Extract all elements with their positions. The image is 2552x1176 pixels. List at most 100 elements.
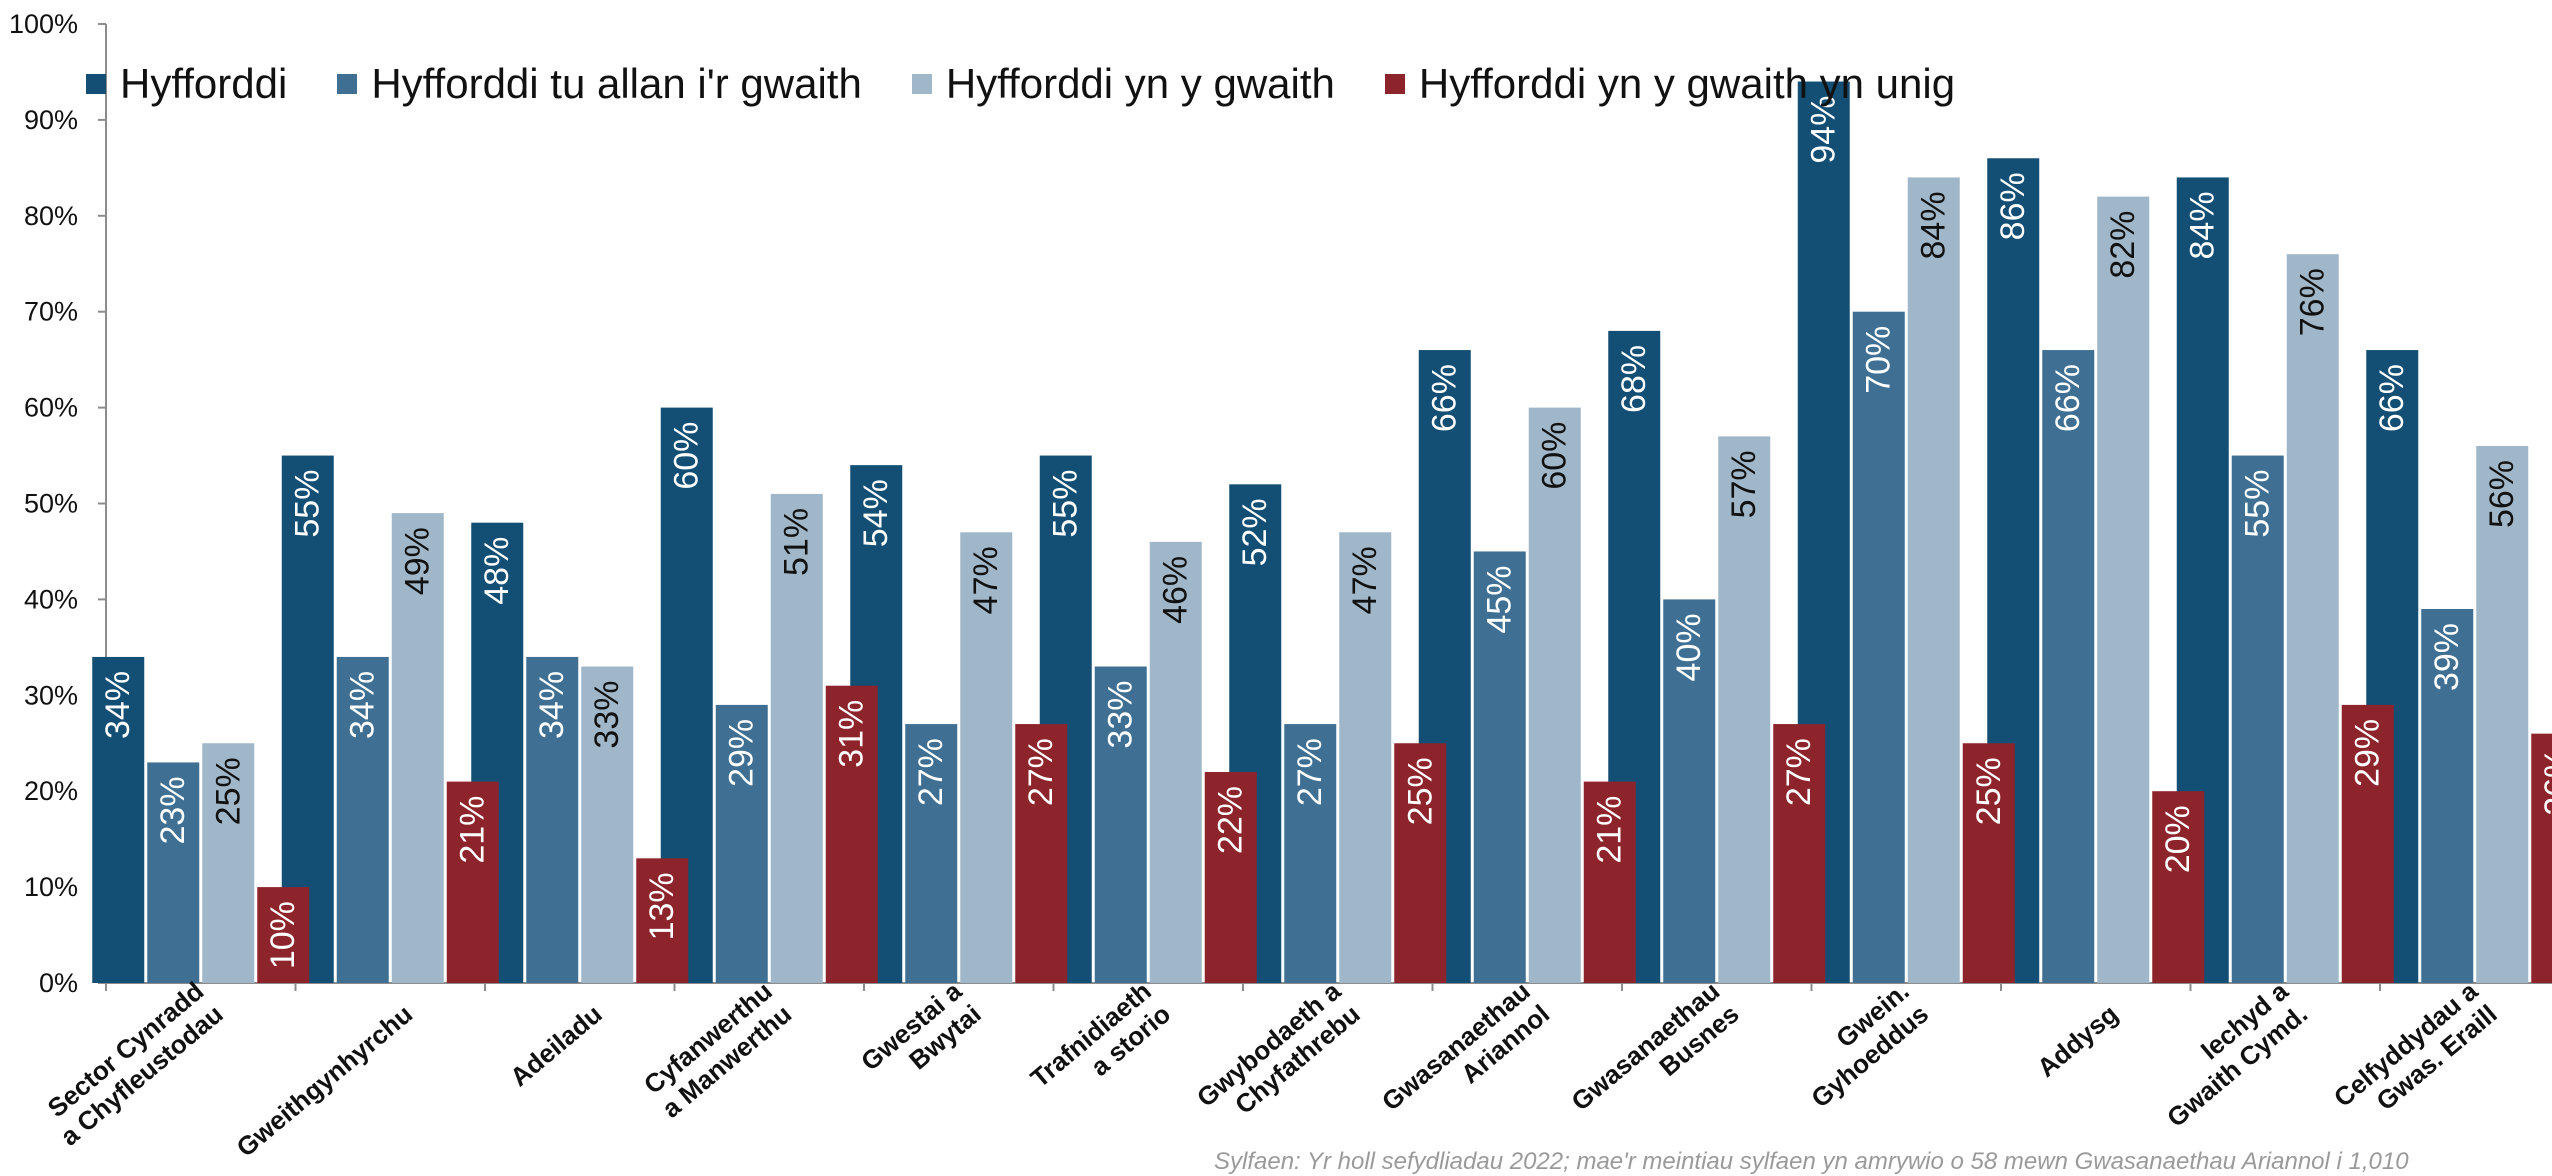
bar	[526, 656, 579, 983]
bar-value-label: 25%	[1970, 757, 2008, 825]
bar	[1962, 743, 2015, 983]
bar	[2286, 254, 2339, 983]
bar-value-label: 51%	[778, 508, 816, 576]
bar-value-label: 94%	[1805, 96, 1843, 164]
y-tick-label: 40%	[24, 584, 78, 614]
legend-item: Hyfforddi yn y gwaith yn unig	[1384, 60, 1956, 108]
bar-value-label: 22%	[1212, 786, 1250, 854]
bar	[1583, 781, 1636, 983]
bar-value-label: 49%	[399, 527, 437, 595]
bar-value-label: 40%	[1670, 613, 1708, 681]
category-label: Addysg	[2031, 999, 2123, 1083]
bar-value-label: 33%	[588, 681, 626, 749]
category-label: Iechyd aGwaith Cymd.	[2142, 975, 2314, 1133]
category-label-line: Addysg	[2031, 999, 2123, 1083]
legend-label: Hyfforddi	[120, 60, 288, 107]
bar-value-label: 10%	[264, 901, 302, 969]
bar-value-label: 47%	[1346, 546, 1384, 614]
bar-value-label: 34%	[533, 671, 571, 739]
bar	[715, 704, 768, 983]
source-note: Sylfaen: Yr holl sefydliadau 2022; mae'r…	[1214, 1148, 2409, 1175]
bar-value-label: 56%	[2483, 460, 2521, 528]
bar-value-label: 46%	[1157, 556, 1195, 624]
bar	[1394, 743, 1447, 983]
legend: Hyfforddi Hyfforddi tu allan i'r gwaith Hy…	[86, 60, 2005, 108]
bar	[1773, 724, 1826, 983]
y-tick-label: 80%	[24, 201, 78, 231]
bar	[2042, 350, 2095, 983]
bar	[336, 656, 389, 983]
y-tick-label: 70%	[24, 297, 78, 327]
bar	[2231, 455, 2284, 983]
category-label-line: Adeiladu	[504, 999, 607, 1093]
y-tick-label: 100%	[9, 9, 78, 39]
y-tick-label: 60%	[24, 393, 78, 423]
y-tick-label: 20%	[24, 776, 78, 806]
bar	[2476, 445, 2529, 984]
bar	[1852, 311, 1905, 983]
legend-label: Hyfforddi yn y gwaith yn unig	[1418, 60, 1956, 107]
legend-label: Hyfforddi tu allan i'r gwaith	[371, 60, 862, 107]
legend-swatch	[86, 74, 106, 94]
legend-item: Hyfforddi tu allan i'r gwaith	[337, 60, 862, 108]
bar	[2341, 704, 2394, 983]
bar	[636, 858, 689, 983]
bar-value-label: 55%	[1047, 470, 1085, 538]
category-label: Sector Cynradda Chyfleustodau	[35, 976, 228, 1152]
category-label: Celfyddydau aGwas. Eraill	[2328, 975, 2503, 1136]
category-label: Cyfanwerthua Manwerthu	[637, 976, 797, 1124]
bar-value-label: 34%	[344, 671, 382, 739]
category-labels: Sector Cynradda Chyfleustodau Gweithgynhy…	[35, 975, 2503, 1163]
category-label: Trafnidiaetha storio	[1025, 976, 1176, 1117]
category-label: Gwein.Gyhoeddus	[1786, 976, 1934, 1114]
legend-swatch	[911, 74, 932, 94]
category-label: Gweithgynhyrchu	[231, 999, 418, 1163]
y-tick-label: 30%	[24, 680, 78, 710]
bar	[1015, 724, 1068, 983]
y-axis: 0% 10% 20% 30% 40% 50% 60% 70% 80% 90% 100%	[9, 9, 107, 998]
category-label: GwasanaethauBusnes	[1565, 976, 1744, 1140]
y-tick-label: 10%	[24, 872, 78, 902]
bar-value-label: 60%	[668, 422, 706, 490]
y-tick-label: 0%	[39, 968, 78, 998]
legend-swatch	[1384, 74, 1405, 94]
bar-value-label: 25%	[1401, 757, 1439, 825]
category-label: Adeiladu	[504, 999, 607, 1093]
bar	[1663, 599, 1716, 983]
bar-value-label: 27%	[1291, 738, 1329, 806]
category-label: Gwestai aBwytai	[855, 975, 987, 1099]
bar-value-label: 21%	[1591, 796, 1629, 864]
bar-value-label: 29%	[723, 719, 761, 787]
category-label: Gwybodaeth aChyfathrebu	[1191, 975, 1366, 1136]
bar	[391, 513, 444, 983]
legend-item: Hyfforddi yn y gwaith	[911, 60, 1335, 108]
bar-value-label: 57%	[1725, 450, 1763, 518]
bar-value-label: 55%	[2239, 470, 2277, 538]
bar	[1149, 541, 1202, 983]
bar-value-label: 66%	[2049, 364, 2087, 432]
bar-value-label: 31%	[833, 700, 871, 768]
bar	[2421, 608, 2474, 983]
bar-value-label: 27%	[912, 738, 950, 806]
bar	[1528, 407, 1581, 984]
bar	[1284, 724, 1337, 983]
bar-value-label: 29%	[2349, 719, 2387, 787]
bar	[581, 666, 634, 983]
bar	[446, 781, 499, 983]
bar-value-label: 82%	[2104, 211, 2142, 279]
bar	[905, 724, 958, 983]
bar-value-label: 84%	[1915, 191, 1953, 259]
bar	[2531, 733, 2552, 983]
bar	[960, 532, 1013, 983]
bar	[257, 887, 310, 983]
bar-value-label: 66%	[2373, 364, 2411, 432]
y-tick-label: 90%	[24, 105, 78, 135]
bar	[770, 493, 823, 983]
bar-value-label: 20%	[2159, 805, 2197, 873]
bar-value-label: 27%	[1780, 738, 1818, 806]
legend-label: Hyfforddi yn y gwaith	[945, 60, 1335, 107]
bar-value-label: 54%	[857, 479, 895, 547]
bar-value-label: 48%	[478, 537, 516, 605]
bar-value-label: 26%	[2538, 748, 2552, 816]
